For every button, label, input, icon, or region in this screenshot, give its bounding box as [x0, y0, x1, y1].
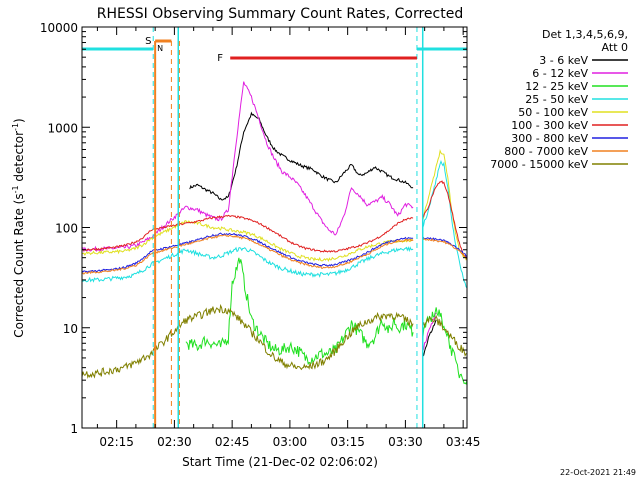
night-segment-line-8 — [422, 238, 467, 259]
night-segment-line-1 — [422, 319, 437, 357]
series-7000-15000keV-line — [82, 303, 414, 379]
x-tick-label-0215: 02:15 — [99, 435, 134, 449]
series-25-50keV-line — [82, 246, 414, 283]
saa-flag-label: S — [145, 36, 151, 47]
series-300-800keV-line — [82, 232, 414, 274]
x-tick-label-0345: 03:45 — [446, 435, 481, 449]
legend-label-4: 25 - 50 keV — [525, 93, 588, 106]
series-50-100keV-line — [82, 220, 414, 263]
x-tick-label-0230: 02:30 — [157, 435, 192, 449]
y-tick-label-10000: 10000 — [40, 21, 78, 35]
x-tick-label-0245: 02:45 — [215, 435, 250, 449]
y-tick-label-1: 1 — [70, 422, 78, 436]
y-axis: 1 10 100 1000 10000 — [40, 21, 467, 436]
x-axis: 02:15 02:30 02:45 03:00 03:15 03:30 03:45 — [96, 27, 481, 449]
night-segment-line-2 — [422, 312, 437, 352]
series-100-300keV-line — [82, 214, 414, 253]
series-6-12keV-line — [82, 81, 414, 253]
y-axis-label-sup1: -1 — [11, 185, 20, 193]
legend-header-detectors: Det 1,3,4,5,6,9, — [542, 28, 628, 41]
footer-timestamp: 22-Oct-2021 21:49 — [560, 468, 636, 477]
legend-label-9: 7000 - 15000 keV — [490, 158, 588, 171]
y-axis-label-start: Corrected Count Rate (s — [12, 193, 26, 337]
y-axis-label: Corrected Count Rate (s-1 detector-1) — [11, 118, 26, 337]
y-axis-label-end: ) — [12, 118, 26, 123]
series-3-6keV-line — [189, 111, 414, 201]
flag-markers: SN F — [82, 27, 468, 428]
x-tick-label-0315: 03:15 — [330, 435, 365, 449]
series-800-7000keV-line — [82, 234, 414, 275]
chart-title: RHESSI Observing Summary Count Rates, Co… — [97, 6, 463, 22]
y-tick-label-1000: 1000 — [47, 121, 78, 135]
y-tick-label-100: 100 — [55, 222, 78, 236]
flare-flag-label: F — [217, 53, 223, 64]
x-axis-label: Start Time (21-Dec-02 02:06:02) — [182, 455, 378, 469]
legend-label-6: 100 - 300 keV — [511, 119, 588, 132]
legend-label-8: 800 - 7000 keV — [504, 145, 588, 158]
y-tick-label-10: 10 — [63, 322, 78, 336]
legend-label-1: 3 - 6 keV — [539, 54, 588, 67]
legend-label-2: 6 - 12 keV — [532, 67, 588, 80]
legend-label-7: 300 - 800 keV — [511, 132, 588, 145]
night-flag-label: N — [157, 44, 163, 53]
night-segment-line-6 — [422, 180, 467, 260]
x-tick-label-0300: 03:00 — [273, 435, 308, 449]
plot-area — [82, 81, 467, 385]
night-segment-line-9 — [422, 315, 467, 357]
y-axis-label-sup2: -1 — [11, 123, 20, 131]
legend-header-attenuator: Att 0 — [602, 41, 628, 54]
x-tick-label-0330: 03:30 — [388, 435, 423, 449]
y-axis-label-mid: detector — [12, 131, 26, 186]
legend-label-3: 12 - 25 keV — [525, 80, 588, 93]
legend-label-5: 50 - 100 keV — [518, 106, 588, 119]
series-12-25keV-line — [185, 257, 414, 366]
